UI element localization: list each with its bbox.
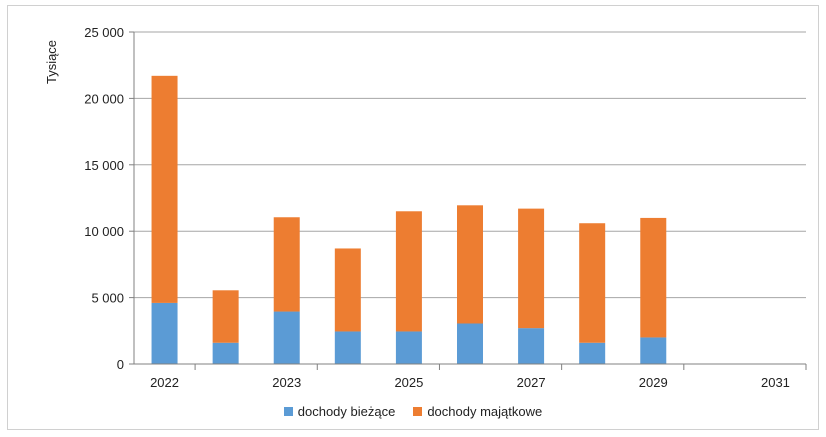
bar-segment-property [212,290,239,343]
x-tick-label: 2031 [761,375,790,390]
axes [133,32,807,370]
legend-swatch-property [413,407,423,416]
x-tick-labels: 2022 2023 2025 2027 2029 2031 [150,375,790,390]
x-tick-label: 2029 [639,375,668,390]
bar-segment-property [334,248,361,332]
y-axis-label: Tysiące [44,40,59,84]
bar-segment-current [212,342,239,364]
gridlines [129,31,806,365]
bar-segment-property [457,205,483,324]
x-tick-label: 2025 [394,375,423,390]
legend-label-property: dochody majątkowe [427,404,543,419]
bar-segment-current [334,331,361,364]
y-tick-label: 20 000 [84,91,124,106]
bar-segment-property [395,211,422,332]
bar-segment-property [151,75,178,303]
bars [151,75,667,364]
x-tick-label: 2023 [272,375,301,390]
bar-segment-current [395,331,422,364]
legend-label-current: dochody bieżące [297,404,396,419]
bar-segment-current [518,328,545,364]
y-tick-label: 5 000 [91,291,124,306]
x-tick-label: 2022 [150,375,179,390]
legend-swatch-current [283,407,293,416]
legend: dochody bieżące dochody majątkowe [0,404,826,419]
bar-segment-current [151,302,178,364]
legend-item-property: dochody majątkowe [413,404,542,419]
bar-segment-current [457,323,483,364]
bar-segment-current [579,342,606,364]
y-tick-labels: 0 5 000 10 000 15 000 20 000 25 000 [84,25,124,372]
y-tick-label: 10 000 [84,224,124,239]
legend-item-current: dochody bieżące [283,404,396,419]
bar-segment-property [640,217,667,338]
bar-segment-current [273,311,300,364]
y-tick-label: 0 [117,357,124,372]
bar-segment-property [518,208,545,329]
bar-segment-property [273,217,300,312]
bar-segment-property [579,223,606,343]
y-tick-label: 25 000 [84,25,124,40]
y-tick-label: 15 000 [84,158,124,173]
x-tick-label: 2027 [517,375,546,390]
bar-segment-current [640,337,667,364]
